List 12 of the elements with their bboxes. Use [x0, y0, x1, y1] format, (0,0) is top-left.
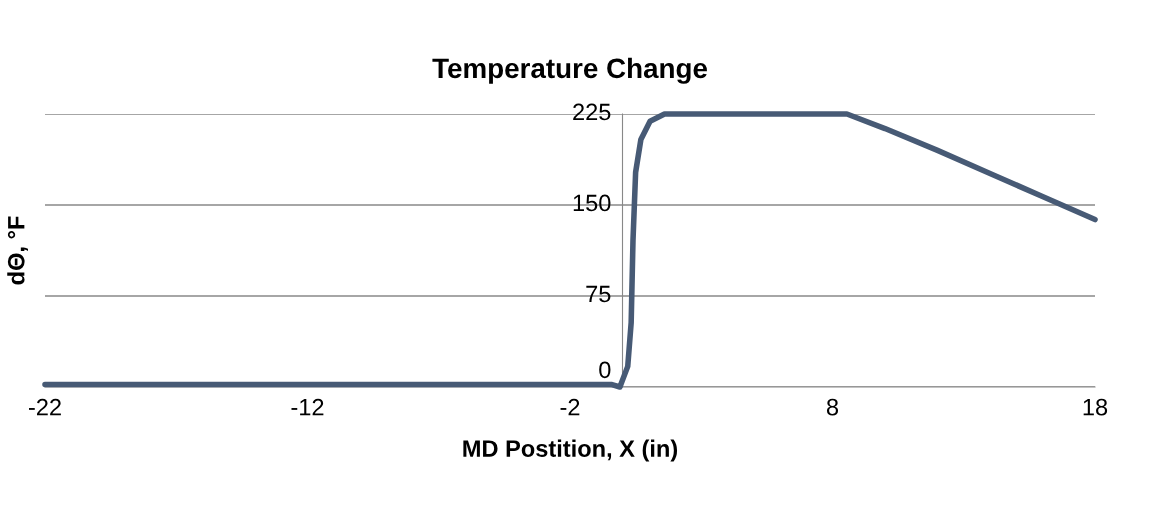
- y-tick-label: 75: [586, 285, 611, 303]
- y-tick-label: 0: [599, 361, 611, 379]
- y-tick-label: 225: [573, 103, 611, 121]
- x-tick-label: 18: [1083, 398, 1108, 416]
- x-tick-label: -12: [291, 398, 324, 416]
- x-tick-label: 8: [826, 398, 839, 416]
- chart-title: Temperature Change: [432, 57, 707, 84]
- y-axis-title: dΘ, °F: [7, 216, 29, 285]
- y-tick-label: 150: [573, 194, 611, 212]
- x-axis-title: MD Postition, X (in): [463, 439, 678, 462]
- x-tick-label: -22: [28, 398, 61, 416]
- x-tick-label: -2: [560, 398, 580, 416]
